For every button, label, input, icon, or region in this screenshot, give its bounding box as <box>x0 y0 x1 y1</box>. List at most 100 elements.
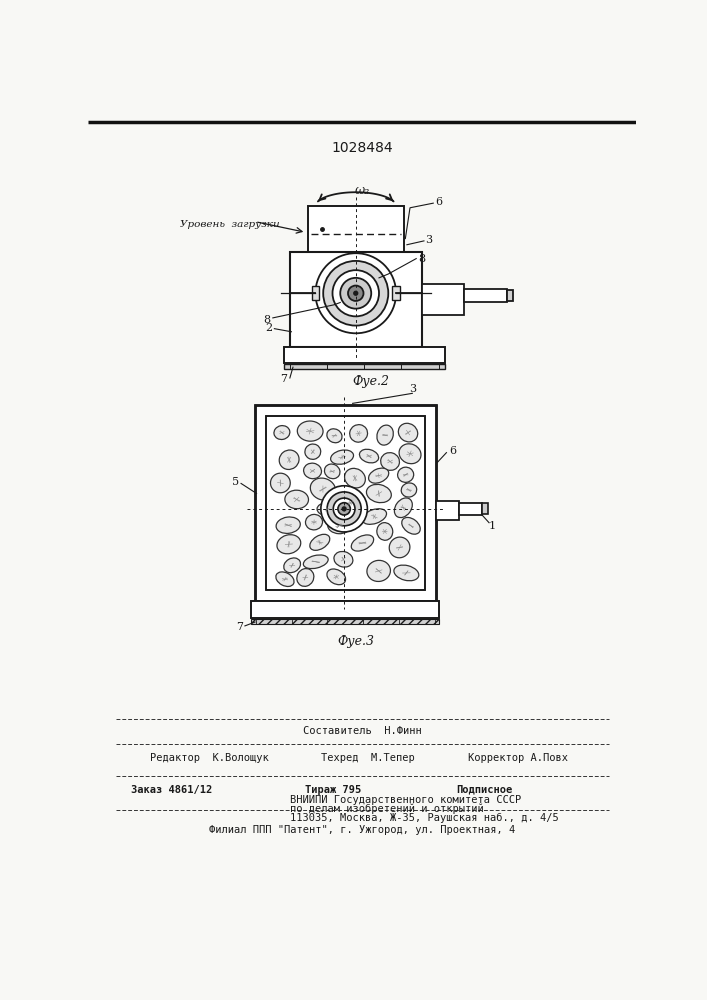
Ellipse shape <box>305 514 322 530</box>
Ellipse shape <box>380 453 399 470</box>
Ellipse shape <box>377 425 393 445</box>
Ellipse shape <box>367 560 390 581</box>
Text: Фуе.3: Фуе.3 <box>337 635 374 648</box>
Text: ω₂: ω₂ <box>354 184 370 197</box>
Circle shape <box>332 270 379 316</box>
Circle shape <box>340 278 371 309</box>
Text: Филиал ППП "Патент", г. Ужгород, ул. Проектная, 4: Филиал ППП "Патент", г. Ужгород, ул. Про… <box>209 825 515 835</box>
Ellipse shape <box>377 523 393 540</box>
Circle shape <box>315 253 396 333</box>
Text: 7: 7 <box>280 374 287 384</box>
Ellipse shape <box>271 473 291 493</box>
Ellipse shape <box>298 421 323 441</box>
Text: 6: 6 <box>435 197 442 207</box>
Bar <box>436 501 459 520</box>
Ellipse shape <box>394 565 419 581</box>
Bar <box>255 405 266 601</box>
Bar <box>266 416 425 590</box>
Text: Заказ 4861/12: Заказ 4861/12 <box>131 785 212 795</box>
Ellipse shape <box>362 509 387 524</box>
Ellipse shape <box>285 490 308 509</box>
Bar <box>392 286 400 300</box>
Bar <box>290 252 421 347</box>
Circle shape <box>342 507 346 511</box>
Ellipse shape <box>390 537 410 558</box>
Bar <box>308 206 404 252</box>
Text: 5: 5 <box>232 477 239 487</box>
Ellipse shape <box>368 468 389 483</box>
Ellipse shape <box>303 555 328 569</box>
Bar <box>482 503 489 514</box>
Ellipse shape <box>277 535 300 554</box>
Text: 3: 3 <box>409 384 416 394</box>
Bar <box>312 286 320 300</box>
Text: Подписное: Подписное <box>457 785 513 795</box>
Ellipse shape <box>344 468 366 488</box>
Text: ВНИИПИ Государственного комитета СССР: ВНИИПИ Государственного комитета СССР <box>290 795 521 805</box>
Ellipse shape <box>397 467 414 482</box>
Ellipse shape <box>350 425 368 442</box>
Text: Фуе.2: Фуе.2 <box>353 375 390 388</box>
Ellipse shape <box>310 478 336 500</box>
Text: 2: 2 <box>265 323 272 333</box>
Ellipse shape <box>276 517 300 533</box>
Bar <box>464 289 507 302</box>
Ellipse shape <box>274 426 290 440</box>
Text: Корректор А.Повх: Корректор А.Повх <box>468 753 568 763</box>
Text: 8: 8 <box>418 254 425 264</box>
Text: 1: 1 <box>489 521 496 531</box>
Bar <box>255 405 436 601</box>
Ellipse shape <box>334 551 353 567</box>
Bar <box>284 347 445 363</box>
Bar <box>421 284 464 315</box>
Text: 113035, Москва, Ж-35, Раушская наб., д. 4/5: 113035, Москва, Ж-35, Раушская наб., д. … <box>290 813 559 823</box>
Text: 6: 6 <box>449 446 456 456</box>
Ellipse shape <box>279 450 299 469</box>
Ellipse shape <box>366 484 392 503</box>
Ellipse shape <box>399 444 421 464</box>
Ellipse shape <box>398 423 418 442</box>
Ellipse shape <box>310 534 329 550</box>
Bar <box>459 503 482 515</box>
Ellipse shape <box>303 463 322 479</box>
Bar <box>255 405 436 601</box>
Circle shape <box>323 261 388 326</box>
Text: 8: 8 <box>263 315 270 325</box>
Ellipse shape <box>305 444 321 459</box>
Circle shape <box>348 286 363 301</box>
Circle shape <box>327 492 361 526</box>
Bar <box>251 601 440 618</box>
Text: Составитель  Н.Финн: Составитель Н.Финн <box>303 726 421 736</box>
Text: Техред  М.Тепер: Техред М.Тепер <box>321 753 414 763</box>
Bar <box>425 405 436 601</box>
Text: Тираж 795: Тираж 795 <box>305 785 361 795</box>
Text: 7: 7 <box>236 622 243 632</box>
Circle shape <box>333 498 355 520</box>
Ellipse shape <box>284 558 300 573</box>
Ellipse shape <box>402 517 420 534</box>
Bar <box>251 619 440 624</box>
Ellipse shape <box>331 450 354 464</box>
Ellipse shape <box>328 518 351 534</box>
Ellipse shape <box>359 449 379 463</box>
Ellipse shape <box>297 569 314 586</box>
Text: 1028484: 1028484 <box>331 141 393 155</box>
Ellipse shape <box>395 498 412 518</box>
Ellipse shape <box>325 464 340 479</box>
Bar <box>507 290 513 301</box>
Ellipse shape <box>401 483 416 497</box>
Text: Редактор  К.Волощук: Редактор К.Волощук <box>151 753 269 763</box>
Ellipse shape <box>342 496 358 510</box>
Text: 3: 3 <box>426 235 433 245</box>
Ellipse shape <box>317 503 336 515</box>
Ellipse shape <box>351 535 374 551</box>
Circle shape <box>321 486 368 532</box>
Circle shape <box>354 291 358 295</box>
Ellipse shape <box>327 429 342 443</box>
Circle shape <box>338 503 351 515</box>
Bar <box>266 416 425 590</box>
Bar <box>255 590 436 601</box>
Bar <box>284 364 445 369</box>
Ellipse shape <box>276 572 294 586</box>
Text: Уровень  загрузки: Уровень загрузки <box>180 220 279 229</box>
